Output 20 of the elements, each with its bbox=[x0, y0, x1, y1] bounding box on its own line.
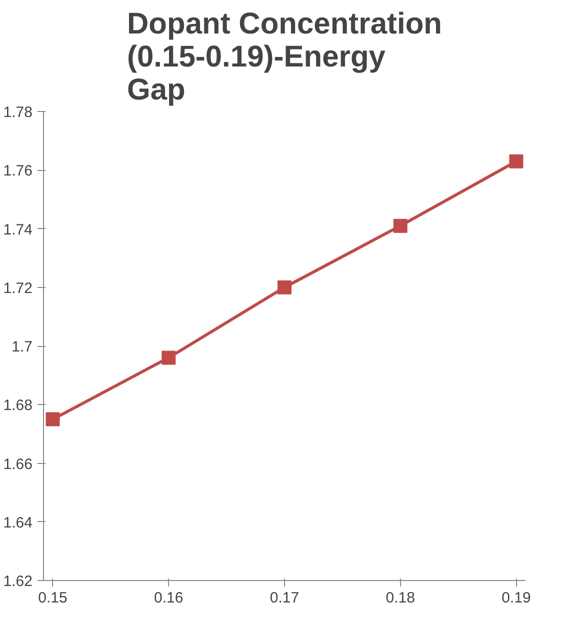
y-tick-label: 1.74 bbox=[3, 221, 33, 238]
point bbox=[278, 280, 292, 294]
y-tick-label: 1.7 bbox=[12, 338, 33, 356]
y-tick-label: 1.78 bbox=[3, 104, 33, 121]
point bbox=[46, 412, 60, 426]
y-tick-label: 1.66 bbox=[3, 456, 33, 473]
y-tick-label: 1.68 bbox=[3, 397, 33, 414]
point bbox=[393, 218, 408, 233]
point bbox=[162, 350, 176, 365]
point bbox=[509, 154, 524, 168]
x-tick-label: 0.16 bbox=[154, 590, 184, 606]
y-tick-label: 1.64 bbox=[3, 514, 33, 532]
y-tick-label: 1.62 bbox=[3, 573, 33, 590]
x-tick-label: 0.19 bbox=[502, 590, 531, 606]
y-tick-label: 1.76 bbox=[3, 162, 33, 180]
x-tick-label: 0.18 bbox=[386, 590, 415, 606]
y-tick-label: 1.72 bbox=[3, 280, 33, 297]
x-tick-label: 0.17 bbox=[270, 590, 300, 606]
x-tick-label: 0.15 bbox=[38, 590, 68, 606]
chart-title: Dopant Concentration (0.15-0.19)-Energy Gap bbox=[127, 8, 442, 106]
